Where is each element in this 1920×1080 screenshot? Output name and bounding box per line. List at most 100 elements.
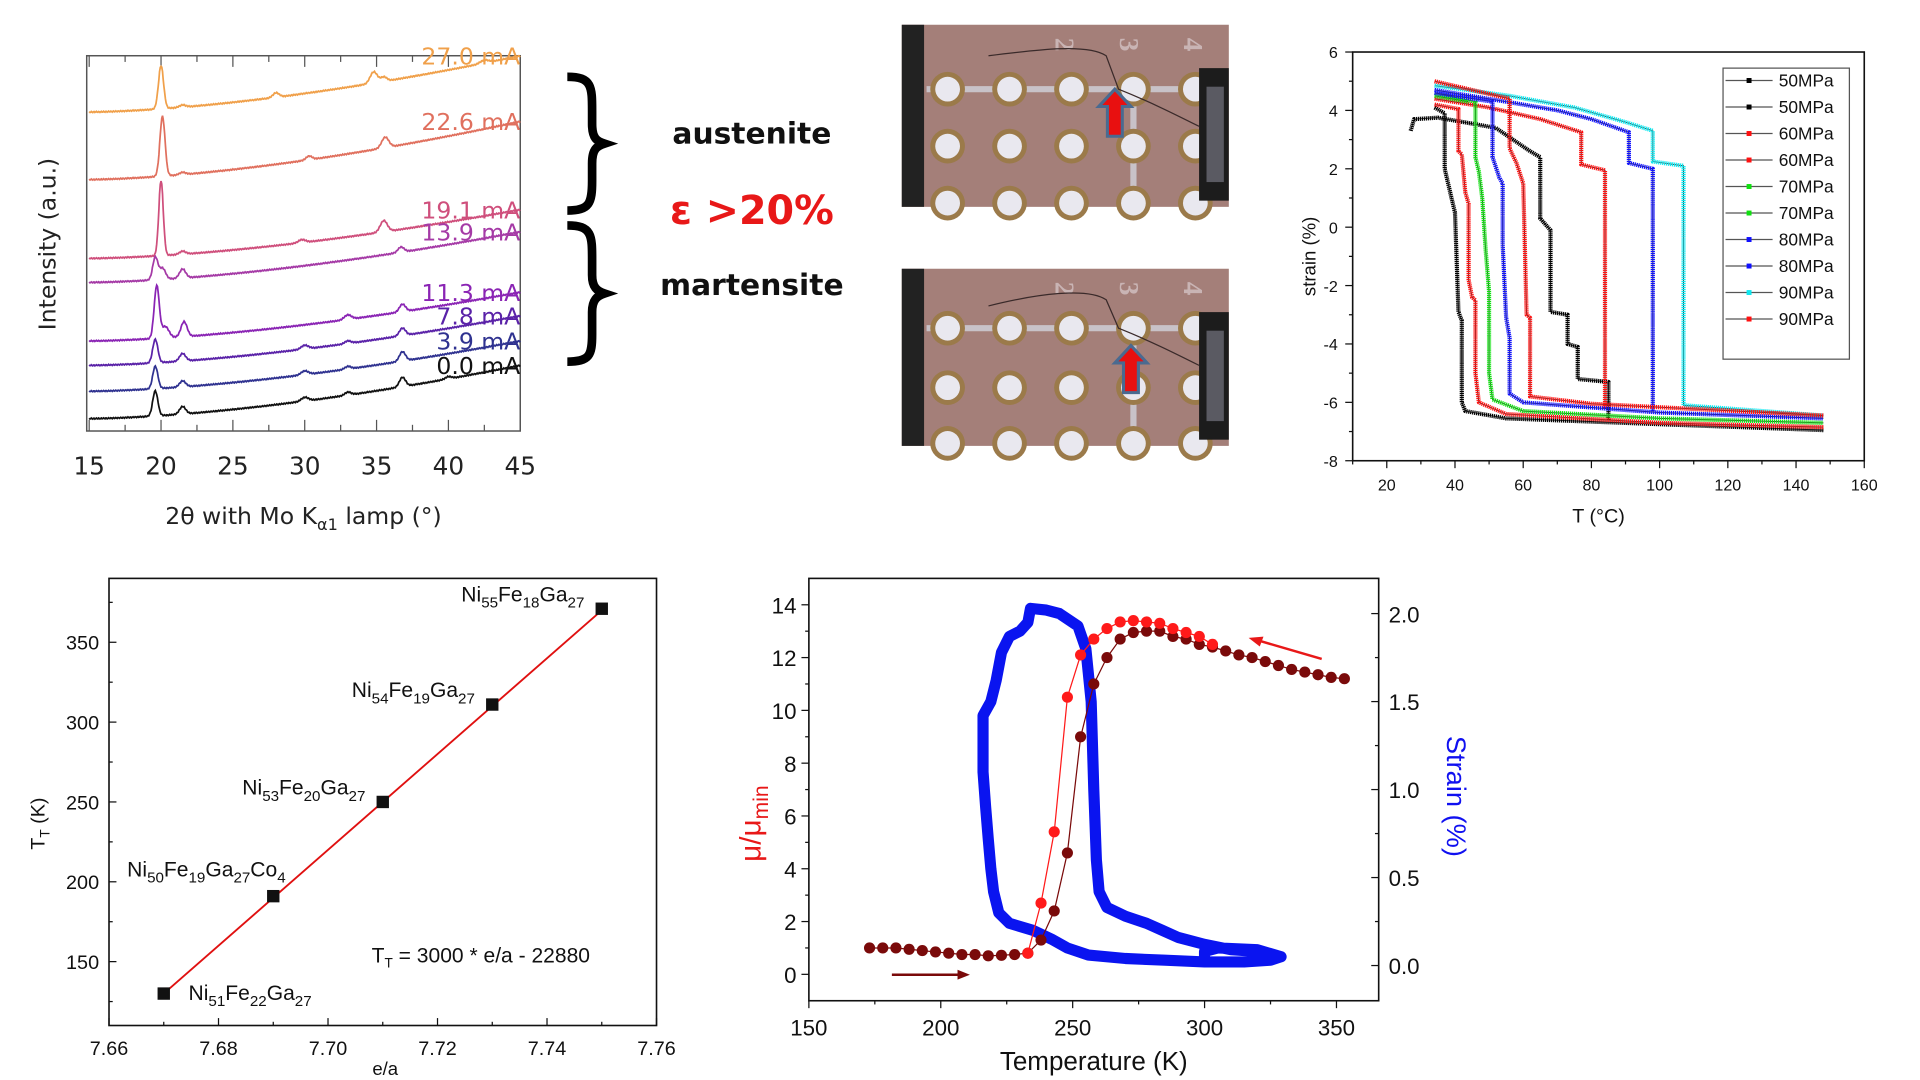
x-tick-label: 60 bbox=[1514, 476, 1532, 494]
mu-data-point bbox=[890, 942, 902, 954]
data-point bbox=[486, 698, 499, 711]
photo-number: 4 bbox=[1178, 282, 1208, 296]
mu-data-point bbox=[929, 946, 942, 958]
legend-label: 70MPa bbox=[1779, 177, 1834, 197]
label-part: Ga bbox=[430, 679, 458, 702]
series-line bbox=[1434, 93, 1469, 104]
mu-data-point bbox=[1075, 731, 1087, 743]
mu-data-point bbox=[1299, 666, 1311, 678]
pcb-hole bbox=[935, 315, 960, 341]
label-part: 54 bbox=[372, 690, 389, 707]
y-tick-label: 0 bbox=[1329, 219, 1338, 237]
legend-marker bbox=[1746, 157, 1752, 163]
x-tick-label: 35 bbox=[361, 451, 393, 480]
legend: 50MPa 50MPa 60MPa 60MPa 70MPa 70MPa 80MPa 80MPa… bbox=[1722, 67, 1851, 360]
martensite-brace bbox=[567, 221, 619, 366]
x-tick-label: 40 bbox=[1446, 476, 1464, 494]
y-tick-label: -2 bbox=[1323, 278, 1337, 296]
xrd-trace bbox=[88, 230, 521, 285]
mu-data-point bbox=[1167, 622, 1179, 635]
x-tick-label: 7.72 bbox=[418, 1038, 457, 1060]
x-tick-label: 45 bbox=[504, 451, 536, 480]
label-part: Ni bbox=[127, 858, 147, 881]
xrd-trace bbox=[88, 115, 521, 182]
legend-marker bbox=[1746, 316, 1752, 322]
mu-data-point bbox=[1180, 626, 1192, 639]
label-part: 22 bbox=[250, 993, 267, 1010]
y-tick-label: 350 bbox=[66, 633, 99, 655]
photo-tint bbox=[901, 24, 1229, 207]
legend-marker bbox=[1746, 184, 1752, 189]
series-line bbox=[1434, 79, 1824, 418]
y-tick-label-left: 6 bbox=[784, 805, 796, 830]
xrd-trace-label: 3.9 mA bbox=[436, 328, 520, 356]
xrd-plot-frame bbox=[85, 54, 522, 432]
label-part: Ni bbox=[461, 583, 481, 606]
legend-marker bbox=[1746, 263, 1752, 269]
axis-label-part: T bbox=[38, 829, 53, 837]
pcb-hole bbox=[1121, 190, 1146, 216]
xrd-trace bbox=[88, 54, 521, 114]
mu-data-point bbox=[1338, 673, 1350, 685]
legend-label: 90MPa bbox=[1779, 309, 1834, 329]
mu-data-point bbox=[1075, 649, 1087, 661]
label-part: 27 bbox=[458, 690, 475, 707]
martensite-label: martensite bbox=[660, 268, 843, 303]
legend-marker bbox=[1746, 131, 1752, 136]
pcb-hole bbox=[1121, 133, 1146, 159]
mu-data-point bbox=[956, 948, 968, 961]
y-tick-label: -6 bbox=[1323, 395, 1337, 413]
label-part: 20 bbox=[304, 788, 321, 805]
mu-data-point bbox=[1246, 652, 1258, 664]
pcb-hole bbox=[1059, 76, 1084, 102]
left-clamp bbox=[901, 24, 925, 207]
x-tick-label: 15 bbox=[73, 451, 105, 480]
series-line bbox=[1434, 90, 1824, 421]
mu-data-point bbox=[943, 947, 955, 959]
legend-marker bbox=[1746, 78, 1752, 83]
pcb-hole bbox=[1059, 375, 1084, 401]
y-tick-label: -8 bbox=[1323, 453, 1337, 471]
xrd-trace bbox=[88, 282, 521, 343]
label-part: Ga bbox=[205, 858, 233, 881]
label-part: Fe bbox=[389, 679, 414, 702]
legend-marker bbox=[1746, 210, 1752, 216]
series-line bbox=[1434, 96, 1608, 409]
mu-data-point bbox=[1325, 671, 1337, 683]
pcb-hole bbox=[997, 315, 1022, 341]
photo-number: 2 bbox=[1049, 282, 1079, 296]
x-tick-label: 25 bbox=[217, 451, 249, 480]
mu-x-axis-label: Temperature (K) bbox=[1000, 1046, 1188, 1076]
y-tick-label: 200 bbox=[66, 872, 99, 894]
x-tick-label: 100 bbox=[1646, 476, 1673, 494]
mu-data-point bbox=[1048, 826, 1060, 838]
compound-label: Ni54Fe19Ga27 bbox=[352, 679, 475, 707]
mu-data-point bbox=[1088, 678, 1100, 690]
label-part: Fe bbox=[164, 858, 189, 881]
permeability-strain-panel: 150 200 250 300 350 0 2 4 6 8 10 12 14 0.0 0.5 1.0 1.5 2.… bbox=[735, 577, 1472, 1076]
x-tick-label: 200 bbox=[922, 1015, 959, 1040]
mu-data-point bbox=[1140, 616, 1153, 628]
mu-data-point bbox=[982, 950, 994, 962]
cooling-arrow-icon bbox=[1253, 637, 1323, 661]
compound-label: Ni53Fe20Ga27 bbox=[242, 777, 365, 805]
xrd-trace bbox=[88, 314, 521, 368]
x-tick-label: 20 bbox=[145, 451, 177, 480]
legend-marker bbox=[1746, 237, 1752, 243]
strain-y-axis-label: Strain (%) bbox=[1441, 736, 1472, 857]
pcb-hole bbox=[935, 431, 960, 456]
x-tick-label: 7.70 bbox=[309, 1038, 348, 1060]
xrd-trace bbox=[88, 180, 521, 261]
series-line bbox=[1433, 105, 1824, 433]
mu-data-point bbox=[1127, 615, 1139, 627]
xrd-trace-label: 19.1 mA bbox=[421, 196, 520, 224]
mu-data-point bbox=[1088, 633, 1100, 645]
photo-number: 4 bbox=[1178, 38, 1208, 52]
x-tick-label: 30 bbox=[289, 451, 321, 480]
mu-data-point bbox=[1061, 847, 1073, 859]
label-part: 27 bbox=[233, 870, 250, 887]
x-tick-label: 80 bbox=[1582, 476, 1600, 494]
label-part: 50 bbox=[147, 870, 164, 887]
cooling-arrowhead-icon bbox=[1248, 636, 1264, 647]
label-part: Fe bbox=[279, 777, 304, 800]
